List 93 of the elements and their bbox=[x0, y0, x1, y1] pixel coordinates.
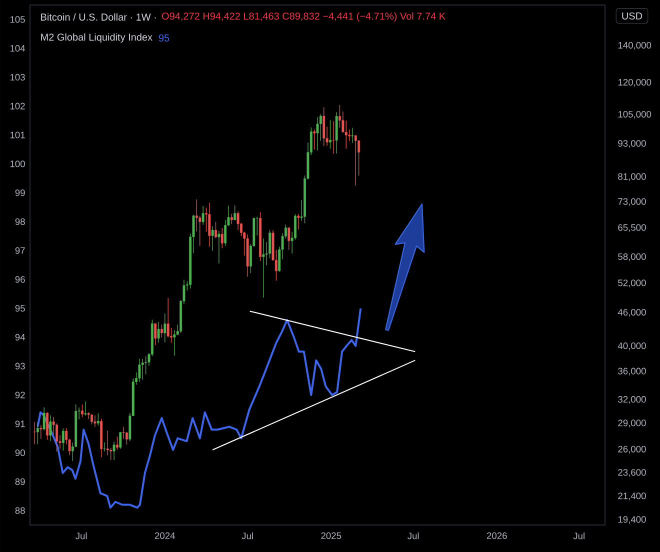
candlestick bbox=[173, 330, 176, 356]
candlestick bbox=[344, 120, 348, 149]
x-tick-label: Jul bbox=[76, 532, 87, 540]
y2-tick-label: 36,000 bbox=[618, 368, 646, 376]
candlestick bbox=[84, 401, 87, 416]
candlestick bbox=[157, 322, 160, 344]
candlestick bbox=[46, 412, 48, 440]
y-tick-label: 88 bbox=[15, 507, 25, 514]
candlestick bbox=[214, 222, 217, 238]
candlestick bbox=[138, 358, 141, 382]
y2-tick-label: 21,400 bbox=[618, 492, 646, 500]
candlestick bbox=[90, 414, 94, 425]
y-tick-label: 89 bbox=[15, 478, 25, 485]
y2-tick-label: 32,000 bbox=[618, 396, 646, 404]
candlestick bbox=[33, 422, 36, 445]
candlestick bbox=[36, 422, 39, 445]
x-tick-label: 2025 bbox=[321, 532, 342, 539]
y2-tick-label: 40,000 bbox=[618, 342, 646, 350]
candlestick bbox=[313, 129, 316, 150]
x-tick-label: 2026 bbox=[486, 532, 507, 539]
candlestick bbox=[208, 202, 211, 248]
candlestick bbox=[49, 415, 52, 442]
candlestick bbox=[62, 428, 64, 451]
y-tick-label: 90 bbox=[15, 449, 25, 456]
candlestick bbox=[297, 213, 300, 230]
candlestick bbox=[160, 324, 163, 338]
candlestick bbox=[218, 230, 220, 264]
candlestick bbox=[40, 424, 42, 440]
candlestick bbox=[234, 205, 236, 220]
y-tick-label: 92 bbox=[15, 392, 25, 398]
candlestick bbox=[116, 436, 118, 450]
annotation: 95 bbox=[158, 34, 170, 42]
y-tick-label: 103 bbox=[10, 74, 25, 81]
candlestick bbox=[328, 120, 332, 149]
text: USD bbox=[622, 12, 642, 20]
text: Bitcoin / U.S. Dollar · 1W · bbox=[41, 13, 156, 21]
y2-tick-label: 120,000 bbox=[618, 78, 652, 87]
candlestick bbox=[230, 213, 233, 224]
text: M2 Global Liquidity Index bbox=[41, 33, 152, 43]
y2-tick-label: 52,000 bbox=[618, 280, 646, 288]
y-tick-label: 95 bbox=[15, 305, 25, 312]
y-tick-label: 105 bbox=[10, 16, 25, 23]
line-series bbox=[36, 307, 362, 509]
candlestick bbox=[211, 226, 214, 252]
x-tick-label: Jul bbox=[573, 532, 584, 540]
y2-tick-label: 73,000 bbox=[618, 198, 646, 206]
y-tick-label: 94 bbox=[15, 334, 26, 341]
y-tick-label: 97 bbox=[15, 247, 25, 254]
candlestick bbox=[262, 238, 265, 298]
candlestick bbox=[103, 442, 106, 452]
y2-tick-label: 58,000 bbox=[618, 253, 646, 262]
y-tick-label: 93 bbox=[15, 362, 25, 370]
candlestick bbox=[322, 107, 326, 146]
candlestick bbox=[154, 323, 157, 346]
y-tick-label: 96 bbox=[15, 276, 25, 283]
candlestick bbox=[106, 430, 109, 456]
candlestick bbox=[96, 413, 100, 426]
candlestick bbox=[141, 358, 144, 380]
y2-tick-label: 105,000 bbox=[618, 110, 652, 119]
x-tick-label: Jul bbox=[408, 532, 419, 540]
candlestick bbox=[288, 227, 290, 250]
y2-tick-label: 29,000 bbox=[618, 420, 646, 428]
y-tick-label: 98 bbox=[15, 218, 25, 225]
x-tick-label: Jul bbox=[242, 532, 253, 540]
candlestick bbox=[354, 134, 357, 186]
y2-tick-label: 23,600 bbox=[618, 469, 646, 477]
y-tick-label: 91 bbox=[15, 420, 25, 428]
candlestick bbox=[94, 415, 96, 428]
candlestick bbox=[119, 432, 122, 450]
candlestick bbox=[351, 127, 354, 144]
candlestick bbox=[316, 116, 319, 151]
y-tick-label: 104 bbox=[10, 45, 26, 52]
x-tick-label: 2024 bbox=[154, 532, 175, 539]
candlestick bbox=[332, 120, 335, 154]
y2-tick-label: 65,500 bbox=[618, 224, 646, 232]
y2-tick-label: 140,000 bbox=[618, 42, 652, 50]
y2-tick-label: 26,000 bbox=[618, 446, 646, 454]
y2-tick-label: 19,400 bbox=[618, 516, 646, 524]
candlestick bbox=[81, 404, 84, 418]
y-tick-label: 102 bbox=[10, 102, 25, 110]
y2-tick-label: 93,000 bbox=[618, 140, 646, 148]
y2-tick-label: 81,000 bbox=[618, 173, 646, 181]
y-tick-label: 99 bbox=[15, 189, 25, 196]
text: O94,272 H94,422 L81,463 C89,832 −4,441 (−4.71%) Vol 7.74 K bbox=[162, 12, 446, 22]
candlestick bbox=[338, 104, 341, 128]
y2-tick-label: 46,000 bbox=[618, 308, 646, 317]
candlestick bbox=[164, 313, 166, 343]
candlestick bbox=[42, 407, 46, 431]
candlestick bbox=[202, 206, 204, 226]
candlestick bbox=[112, 441, 116, 460]
y-tick-label: 100 bbox=[10, 160, 25, 168]
y-tick-label: 101 bbox=[10, 132, 25, 138]
candlestick bbox=[220, 228, 224, 249]
